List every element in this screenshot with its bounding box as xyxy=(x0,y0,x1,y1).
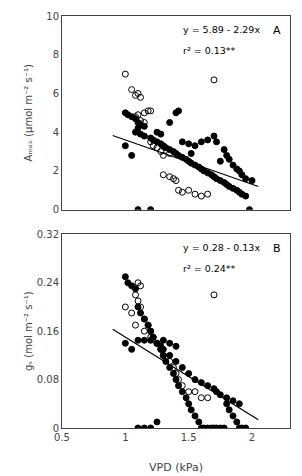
svg-text:0.08: 0.08 xyxy=(37,374,59,385)
svg-text:0.16: 0.16 xyxy=(37,326,59,337)
svg-text:VPD (kPa): VPD (kPa) xyxy=(149,461,203,474)
svg-text:r² = 0.13**: r² = 0.13** xyxy=(183,45,236,56)
svg-text:2: 2 xyxy=(53,165,59,176)
svg-text:gₛ (mol m⁻² s⁻¹): gₛ (mol m⁻² s⁻¹) xyxy=(23,291,34,371)
svg-text:0.24: 0.24 xyxy=(37,277,59,288)
svg-text:1: 1 xyxy=(122,432,128,443)
svg-text:y = 0.28 - 0.13x: y = 0.28 - 0.13x xyxy=(183,242,260,253)
svg-text:8: 8 xyxy=(53,49,59,60)
svg-text:y = 5.89 - 2.29x: y = 5.89 - 2.29x xyxy=(183,24,260,35)
svg-text:4: 4 xyxy=(53,127,59,138)
svg-text:0: 0 xyxy=(53,204,59,215)
svg-text:B: B xyxy=(273,242,281,255)
svg-text:0: 0 xyxy=(53,423,59,434)
svg-text:2: 2 xyxy=(249,432,255,443)
svg-text:r² = 0.24**: r² = 0.24** xyxy=(183,263,236,274)
svg-text:1.5: 1.5 xyxy=(181,432,197,443)
svg-text:0.5: 0.5 xyxy=(54,432,70,443)
svg-text:Aₘₐₓ (μmol m⁻² s⁻¹): Aₘₐₓ (μmol m⁻² s⁻¹) xyxy=(23,64,34,161)
svg-text:0.32: 0.32 xyxy=(37,229,59,240)
svg-text:10: 10 xyxy=(46,11,59,22)
svg-text:6: 6 xyxy=(53,88,59,99)
svg-text:A: A xyxy=(273,24,281,37)
